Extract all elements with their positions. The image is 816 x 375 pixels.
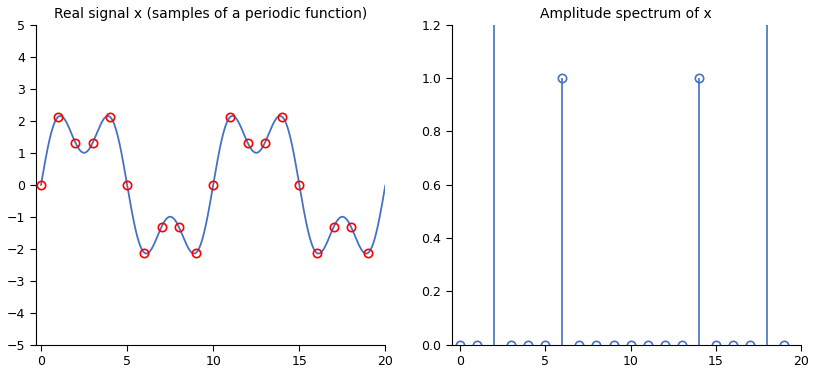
- Title: Real signal x (samples of a periodic function): Real signal x (samples of a periodic fun…: [54, 7, 367, 21]
- Title: Amplitude spectrum of x: Amplitude spectrum of x: [540, 7, 712, 21]
